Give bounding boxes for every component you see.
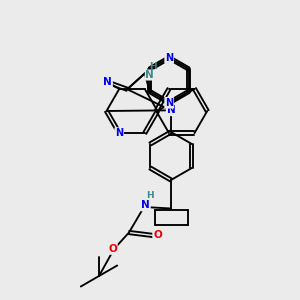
Text: N: N [141,200,150,211]
Text: N: N [165,53,173,63]
Text: H: H [149,61,157,70]
Text: N: N [103,77,112,87]
Text: N: N [115,128,123,138]
Text: O: O [153,230,162,241]
Text: O: O [108,244,117,254]
Text: N: N [145,70,154,80]
Text: N: N [165,98,173,108]
Text: N: N [167,105,176,115]
Text: H: H [146,190,154,200]
